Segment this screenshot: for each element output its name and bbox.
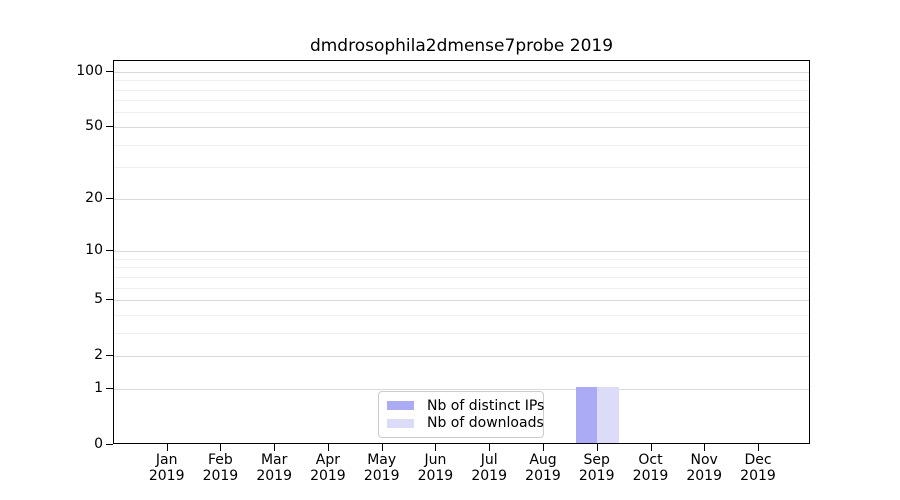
x-tick-year: 2019 xyxy=(256,468,292,484)
x-tick-label-apr: Apr 2019 xyxy=(288,452,368,484)
gridline-minor-60 xyxy=(114,112,809,114)
x-tick-month: Feb xyxy=(207,452,233,468)
x-tick-year: 2019 xyxy=(686,468,722,484)
gridline-minor-9 xyxy=(114,258,809,260)
legend-label-distinct-ips: Nb of distinct IPs xyxy=(427,397,545,414)
gridline-minor-90 xyxy=(114,80,809,82)
legend-swatch-downloads xyxy=(387,418,414,428)
x-tick-label-may: May 2019 xyxy=(342,452,422,484)
gridline-minor-40 xyxy=(114,144,809,146)
x-tick-mark-dec xyxy=(758,444,759,451)
y-tick-label-20: 20 xyxy=(85,189,103,206)
gridline-major-100 xyxy=(114,71,809,73)
plot-area xyxy=(113,60,810,444)
y-tick-mark-5 xyxy=(106,299,113,300)
x-tick-year: 2019 xyxy=(148,468,185,484)
gridline-major-20 xyxy=(114,198,809,200)
legend-item-downloads: Nb of downloads xyxy=(387,415,544,433)
y-tick-label-2: 2 xyxy=(94,347,103,364)
x-tick-year: 2019 xyxy=(632,468,669,484)
y-tick-label-100: 100 xyxy=(76,62,103,79)
x-tick-label-oct: Oct 2019 xyxy=(611,452,691,484)
y-tick-label-0: 0 xyxy=(94,436,103,452)
x-tick-label-mar: Mar 2019 xyxy=(234,452,314,484)
x-tick-year: 2019 xyxy=(740,468,776,484)
legend-item-distinct-ips: Nb of distinct IPs xyxy=(387,397,544,415)
x-tick-mark-jan xyxy=(166,444,168,451)
gridline-major-50 xyxy=(114,126,809,128)
x-tick-month: Sep xyxy=(583,452,610,468)
x-tick-label-feb: Feb 2019 xyxy=(180,452,260,484)
gridline-major-5 xyxy=(114,300,809,301)
x-tick-month: Jul xyxy=(480,452,498,468)
y-tick-mark-0 xyxy=(106,444,113,445)
bar-downloads-sep xyxy=(597,386,619,443)
y-tick-label-1: 1 xyxy=(94,379,103,396)
x-tick-month: Dec xyxy=(744,452,772,468)
gridline-major-10 xyxy=(114,251,809,252)
x-tick-month: Jan xyxy=(155,452,178,468)
bar-distinct-ips-sep xyxy=(575,386,598,443)
gridline-minor-6 xyxy=(114,287,809,289)
y-tick-mark-100 xyxy=(106,70,113,72)
x-tick-year: 2019 xyxy=(310,468,346,484)
x-tick-label-dec: Dec 2019 xyxy=(718,452,798,484)
x-tick-label-jun: Jun 2019 xyxy=(395,452,475,484)
legend-label-downloads: Nb of downloads xyxy=(427,415,544,432)
gridline-minor-8 xyxy=(114,267,809,269)
y-tick-mark-50 xyxy=(106,125,113,127)
x-tick-mark-feb xyxy=(220,444,222,451)
gridline-major-2 xyxy=(114,356,809,358)
gridline-minor-3 xyxy=(114,332,809,334)
y-tick-label-50: 50 xyxy=(85,117,103,134)
x-tick-label-nov: Nov 2019 xyxy=(664,452,744,484)
x-tick-month: Mar xyxy=(260,452,288,468)
x-tick-month: Oct xyxy=(638,452,663,468)
x-tick-label-sep: Sep 2019 xyxy=(557,452,637,484)
y-tick-mark-10 xyxy=(106,250,113,251)
legend-swatch-distinct-ips xyxy=(387,401,414,411)
x-tick-mark-jul xyxy=(489,444,491,451)
x-tick-year: 2019 xyxy=(471,468,507,484)
x-tick-year: 2019 xyxy=(525,468,561,484)
x-tick-year: 2019 xyxy=(202,468,239,484)
y-tick-mark-2 xyxy=(106,355,113,357)
x-tick-year: 2019 xyxy=(417,468,454,484)
x-tick-mark-jun xyxy=(435,444,437,451)
y-tick-label-10: 10 xyxy=(85,242,103,258)
x-tick-mark-mar xyxy=(274,444,276,451)
gridline-minor-30 xyxy=(114,167,809,169)
x-tick-year: 2019 xyxy=(363,468,400,484)
x-tick-label-jan: Jan 2019 xyxy=(127,452,207,484)
x-tick-mark-may xyxy=(381,444,383,451)
x-tick-year: 2019 xyxy=(578,468,615,484)
x-tick-mark-sep xyxy=(596,444,598,451)
x-tick-month: Aug xyxy=(529,452,557,468)
gridline-minor-4 xyxy=(114,314,809,316)
x-tick-label-jul: Jul 2019 xyxy=(449,452,529,484)
x-tick-month: May xyxy=(367,452,397,468)
x-tick-month: Apr xyxy=(315,452,340,468)
x-tick-mark-aug xyxy=(543,444,544,451)
y-tick-mark-20 xyxy=(106,197,113,199)
gridline-minor-80 xyxy=(114,89,809,91)
x-tick-mark-oct xyxy=(650,444,652,451)
x-tick-month: Jun xyxy=(424,452,447,468)
x-tick-mark-apr xyxy=(327,444,329,451)
gridline-minor-7 xyxy=(114,276,809,278)
y-tick-mark-1 xyxy=(106,387,113,389)
x-tick-label-aug: Aug 2019 xyxy=(503,452,583,484)
x-tick-mark-nov xyxy=(704,444,706,451)
legend: Nb of distinct IPs Nb of downloads xyxy=(378,391,544,438)
x-tick-month: Nov xyxy=(690,452,718,468)
y-tick-label-5: 5 xyxy=(94,291,103,307)
gridline-major-1 xyxy=(114,388,809,390)
gridline-minor-70 xyxy=(114,100,809,102)
chart-title: dmdrosophila2dmense7probe 2019 xyxy=(309,36,614,56)
